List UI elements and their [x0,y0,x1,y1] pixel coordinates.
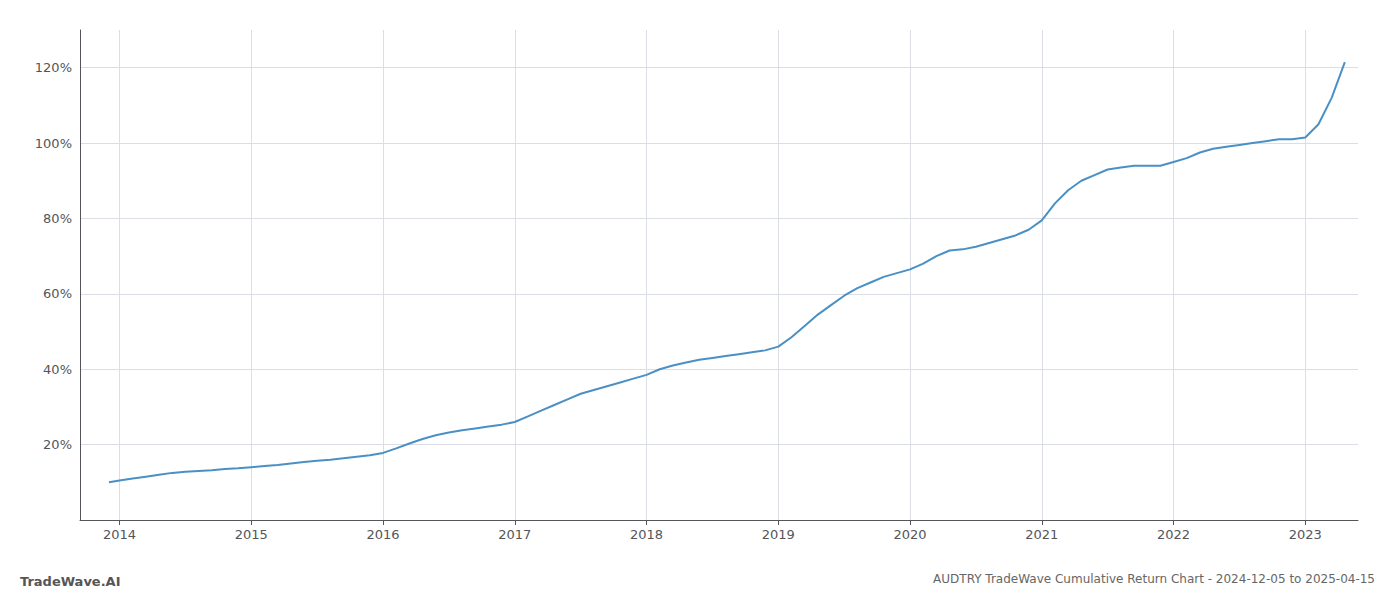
svg-text:60%: 60% [43,286,72,301]
svg-text:2022: 2022 [1157,527,1190,542]
svg-text:2021: 2021 [1025,527,1058,542]
svg-text:2016: 2016 [366,527,399,542]
svg-text:2015: 2015 [235,527,268,542]
svg-text:100%: 100% [35,136,72,151]
svg-text:2023: 2023 [1289,527,1322,542]
svg-text:80%: 80% [43,211,72,226]
svg-text:2018: 2018 [630,527,663,542]
svg-text:2017: 2017 [498,527,531,542]
svg-text:20%: 20% [43,437,72,452]
svg-text:2014: 2014 [103,527,136,542]
svg-text:TradeWave.AI: TradeWave.AI [20,574,121,589]
svg-text:2019: 2019 [762,527,795,542]
svg-text:120%: 120% [35,60,72,75]
svg-text:40%: 40% [43,362,72,377]
svg-text:AUDTRY TradeWave Cumulative Re: AUDTRY TradeWave Cumulative Return Chart… [933,572,1375,586]
svg-text:2020: 2020 [893,527,926,542]
